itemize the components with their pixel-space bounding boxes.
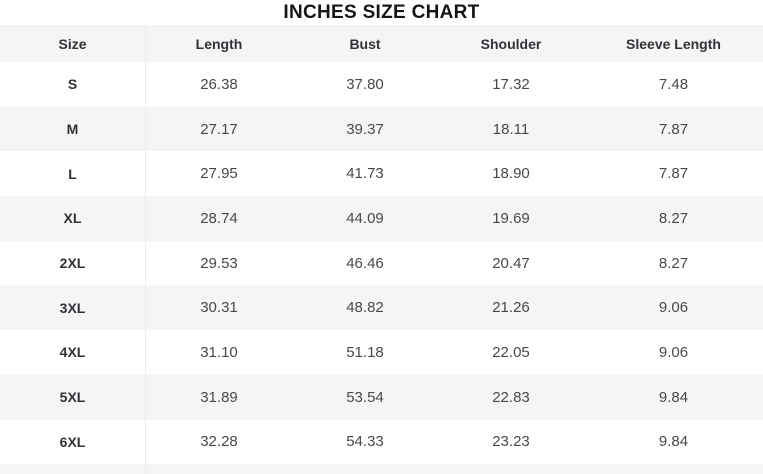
length-cell: 26.38 — [200, 75, 238, 93]
table-row-m: M 27.17 39.37 18.11 7.87 — [0, 106, 763, 152]
bust-cell: 48.82 — [346, 299, 384, 317]
table-bottom-strip-left — [0, 464, 146, 474]
table-row-4xl: 4XL 31.10 51.18 22.05 9.06 — [0, 330, 763, 375]
size-cell: 3XL — [0, 285, 146, 331]
length-cell: 30.31 — [200, 299, 238, 317]
length-cell: 28.74 — [200, 209, 238, 227]
size-cell: S — [0, 62, 146, 107]
sleeve-length-cell: 8.27 — [658, 209, 689, 227]
size-cell: M — [0, 106, 146, 152]
shoulder-cell: 20.47 — [492, 254, 530, 272]
sleeve-length-cell: 7.48 — [658, 75, 689, 93]
column-header-shoulder: Shoulder — [480, 35, 542, 52]
sleeve-length-cell: 8.27 — [658, 254, 689, 272]
length-cell: 29.53 — [200, 254, 238, 272]
size-cell: 6XL — [0, 419, 146, 465]
sleeve-length-cell: 7.87 — [658, 120, 689, 138]
shoulder-cell: 22.83 — [492, 388, 530, 406]
bust-cell: 46.46 — [346, 254, 384, 272]
size-cell: XL — [0, 196, 146, 241]
bust-cell: 44.09 — [346, 209, 384, 227]
shoulder-cell: 17.32 — [492, 75, 530, 93]
sleeve-length-cell: 9.06 — [658, 343, 689, 361]
table-row-l: L 27.95 41.73 18.90 7.87 — [0, 151, 763, 197]
sleeve-length-cell: 9.84 — [658, 388, 689, 406]
table-row-3xl: 3XL 30.31 48.82 21.26 9.06 — [0, 285, 763, 331]
bust-cell: 37.80 — [346, 75, 384, 93]
chart-title: INCHES SIZE CHART — [283, 1, 480, 23]
bust-cell: 39.37 — [346, 120, 384, 138]
length-cell: 27.95 — [200, 165, 238, 183]
table-row-6xl: 6XL 32.28 54.33 23.23 9.84 — [0, 419, 763, 465]
size-cell: 2XL — [0, 240, 146, 286]
table-header-row: Size Length Bust Shoulder Sleeve Length — [0, 25, 763, 62]
shoulder-cell: 23.23 — [492, 433, 530, 451]
shoulder-cell: 19.69 — [492, 209, 530, 227]
sleeve-length-cell: 7.87 — [658, 165, 689, 183]
sleeve-length-cell: 9.06 — [658, 299, 689, 317]
shoulder-cell: 22.05 — [492, 343, 530, 361]
bust-cell: 53.54 — [346, 388, 384, 406]
table-row-xl: XL 28.74 44.09 19.69 8.27 — [0, 196, 763, 241]
table-row-5xl: 5XL 31.89 53.54 22.83 9.84 — [0, 374, 763, 420]
sleeve-length-cell: 9.84 — [658, 433, 689, 451]
bust-cell: 41.73 — [346, 165, 384, 183]
length-cell: 31.10 — [200, 343, 238, 361]
length-cell: 31.89 — [200, 388, 238, 406]
table-row-s: S 26.38 37.80 17.32 7.48 — [0, 62, 763, 107]
shoulder-cell: 18.11 — [492, 120, 530, 138]
column-header-bust: Bust — [349, 35, 381, 52]
size-cell: 5XL — [0, 374, 146, 420]
column-header-size: Size — [0, 25, 146, 62]
size-cell: 4XL — [0, 330, 146, 375]
shoulder-cell: 21.26 — [492, 299, 530, 317]
size-cell: L — [0, 151, 146, 197]
column-header-length: Length — [195, 35, 243, 52]
bust-cell: 54.33 — [346, 433, 384, 451]
shoulder-cell: 18.90 — [492, 165, 530, 183]
table-bottom-strip — [0, 464, 763, 474]
bust-cell: 51.18 — [346, 343, 384, 361]
length-cell: 32.28 — [200, 433, 238, 451]
table-row-2xl: 2XL 29.53 46.46 20.47 8.27 — [0, 240, 763, 286]
length-cell: 27.17 — [200, 120, 238, 138]
column-header-sleeve-length: Sleeve Length — [626, 35, 721, 52]
table-bottom-strip-right — [146, 464, 763, 474]
